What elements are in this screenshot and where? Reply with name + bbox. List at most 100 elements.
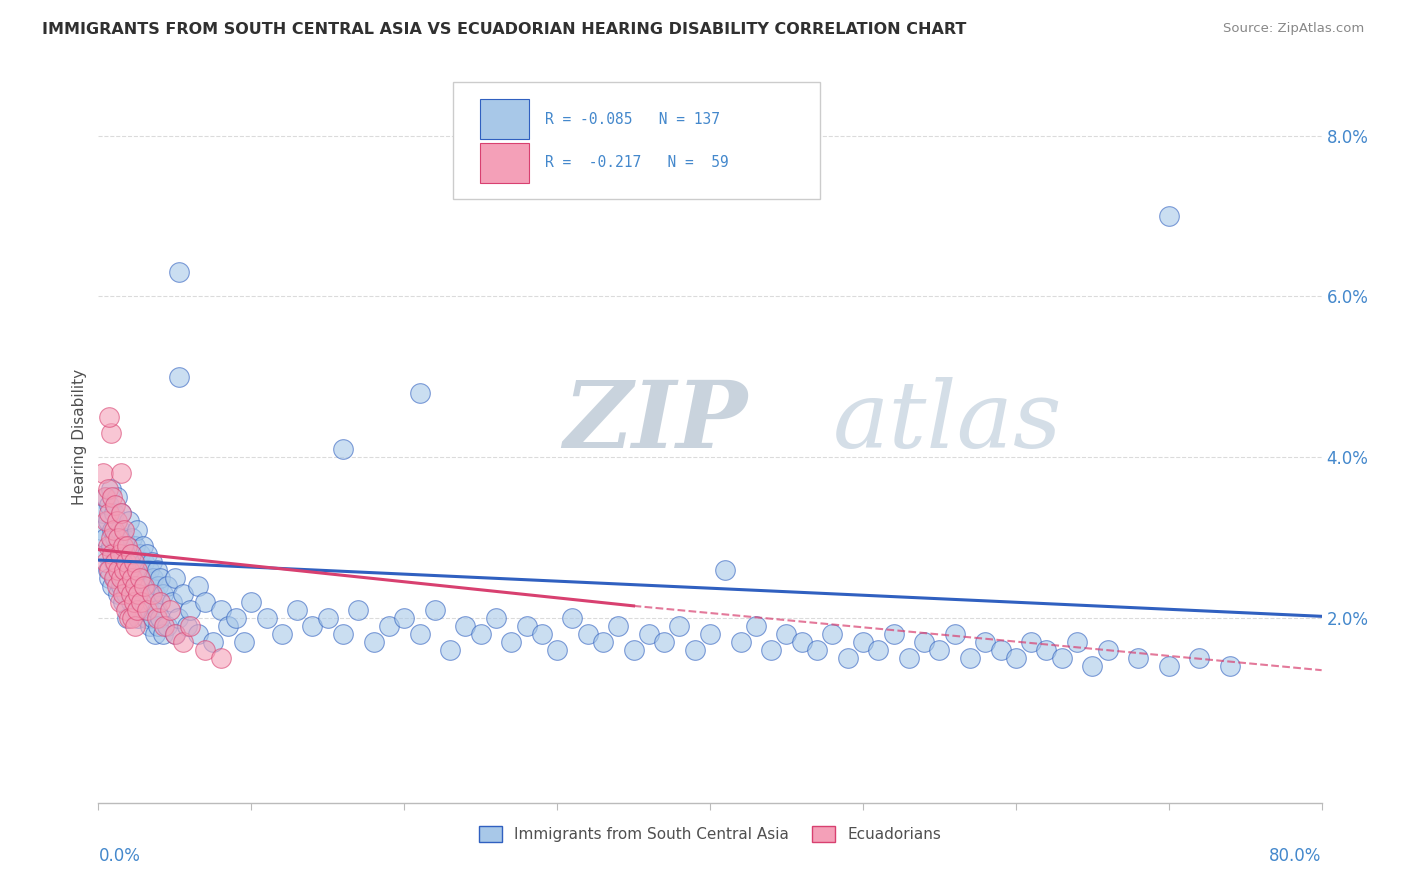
Point bbox=[98, 563, 121, 577]
Point bbox=[912, 635, 935, 649]
Point bbox=[103, 523, 125, 537]
Point bbox=[152, 587, 174, 601]
Point bbox=[316, 611, 339, 625]
Point bbox=[637, 627, 661, 641]
Point bbox=[1097, 643, 1119, 657]
Point bbox=[363, 635, 385, 649]
Point bbox=[179, 619, 201, 633]
Point bbox=[501, 635, 523, 649]
Point bbox=[169, 265, 191, 279]
Point bbox=[145, 603, 167, 617]
Bar bbox=[479, 99, 529, 139]
Point bbox=[1019, 635, 1042, 649]
Point bbox=[439, 643, 461, 657]
Point bbox=[110, 579, 132, 593]
Point bbox=[104, 571, 127, 585]
Point bbox=[122, 563, 145, 577]
Point bbox=[118, 515, 141, 529]
Point bbox=[1035, 643, 1057, 657]
Point bbox=[97, 563, 120, 577]
Point bbox=[141, 587, 163, 601]
Point bbox=[117, 579, 139, 593]
Point bbox=[775, 627, 797, 641]
Point bbox=[100, 531, 122, 545]
Point bbox=[156, 579, 179, 593]
Point bbox=[136, 547, 159, 561]
Point bbox=[125, 563, 148, 577]
Point bbox=[592, 635, 614, 649]
Point bbox=[98, 571, 121, 585]
FancyBboxPatch shape bbox=[453, 82, 820, 200]
Point bbox=[112, 531, 135, 545]
Point bbox=[576, 627, 599, 641]
Point bbox=[423, 603, 446, 617]
Point bbox=[852, 635, 875, 649]
Point bbox=[117, 539, 139, 553]
Point bbox=[159, 603, 181, 617]
Point bbox=[136, 603, 159, 617]
Point bbox=[1157, 209, 1180, 223]
Point bbox=[118, 611, 141, 625]
Point bbox=[124, 539, 146, 553]
Point bbox=[93, 491, 115, 505]
Point bbox=[90, 523, 112, 537]
Point bbox=[94, 491, 117, 505]
Point bbox=[120, 587, 142, 601]
Point bbox=[94, 515, 117, 529]
Point bbox=[121, 611, 143, 625]
Point bbox=[105, 579, 128, 593]
Point bbox=[104, 531, 127, 545]
Text: R =  -0.217   N =  59: R = -0.217 N = 59 bbox=[546, 155, 728, 170]
Point bbox=[454, 619, 477, 633]
Point bbox=[127, 611, 149, 625]
Point bbox=[163, 627, 186, 641]
Point bbox=[107, 539, 129, 553]
Point bbox=[225, 611, 247, 625]
Point bbox=[127, 587, 149, 601]
Point bbox=[135, 571, 157, 585]
Point bbox=[142, 611, 165, 625]
Point bbox=[959, 651, 981, 665]
Point bbox=[1219, 659, 1241, 673]
Point bbox=[110, 571, 132, 585]
Point bbox=[285, 603, 308, 617]
Point bbox=[868, 643, 890, 657]
Point bbox=[167, 611, 190, 625]
Point bbox=[974, 635, 997, 649]
Point bbox=[111, 539, 134, 553]
Point bbox=[110, 507, 132, 521]
Point bbox=[128, 595, 150, 609]
Point bbox=[149, 611, 172, 625]
Point bbox=[883, 627, 905, 641]
Point bbox=[132, 539, 155, 553]
Point bbox=[714, 563, 737, 577]
Point bbox=[103, 555, 125, 569]
Point bbox=[143, 627, 166, 641]
Point bbox=[209, 651, 232, 665]
Text: ZIP: ZIP bbox=[564, 377, 748, 467]
Bar bbox=[479, 143, 529, 183]
Point bbox=[128, 547, 150, 561]
Point bbox=[485, 611, 508, 625]
Point bbox=[104, 499, 127, 513]
Point bbox=[561, 611, 583, 625]
Point bbox=[897, 651, 920, 665]
Point bbox=[124, 579, 146, 593]
Point bbox=[118, 563, 141, 577]
Point bbox=[115, 603, 138, 617]
Point bbox=[179, 603, 201, 617]
Point bbox=[120, 595, 142, 609]
Point bbox=[1128, 651, 1150, 665]
Point bbox=[93, 531, 115, 545]
Point bbox=[98, 507, 121, 521]
Y-axis label: Hearing Disability: Hearing Disability bbox=[72, 369, 87, 505]
Legend: Immigrants from South Central Asia, Ecuadorians: Immigrants from South Central Asia, Ecua… bbox=[471, 819, 949, 850]
Point bbox=[121, 571, 143, 585]
Point bbox=[138, 563, 160, 577]
Point bbox=[117, 611, 139, 625]
Point bbox=[194, 595, 217, 609]
Point bbox=[943, 627, 966, 641]
Point bbox=[146, 579, 169, 593]
Point bbox=[408, 627, 430, 641]
Point bbox=[232, 635, 254, 649]
